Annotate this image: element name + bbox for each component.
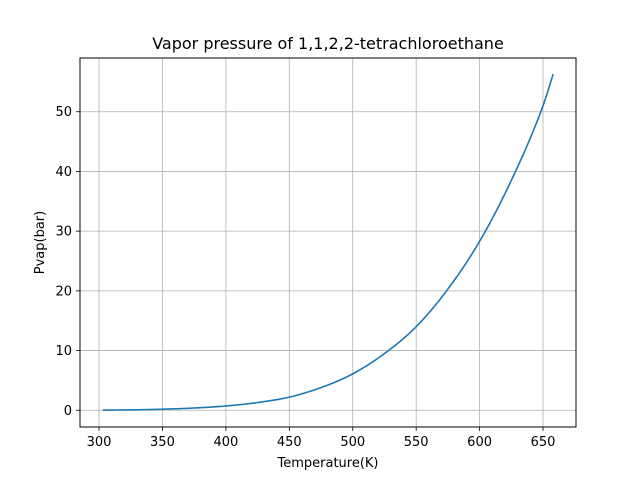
y-tick-label: 0 [64,404,72,419]
grid-lines [80,58,576,427]
y-axis-label: Pvap(bar) [33,211,48,274]
x-tick-label: 450 [277,435,302,450]
y-tick-label: 10 [55,344,72,359]
x-tick-label: 600 [467,435,492,450]
chart-title: Vapor pressure of 1,1,2,2-tetrachloroeth… [152,34,504,53]
y-tick-label: 30 [55,225,72,240]
x-tick-label: 350 [150,435,175,450]
x-tick-label: 650 [531,435,556,450]
x-axis-label: Temperature(K) [276,456,378,471]
x-tick-label: 400 [213,435,238,450]
y-tick-label: 40 [55,165,72,180]
axis-ticks: 300 350 400 450 500 550 600 650 0 10 20 30 40 50 [55,105,555,450]
x-tick-label: 550 [404,435,429,450]
data-series [102,73,554,411]
y-tick-label: 50 [55,105,72,120]
plot-frame [79,57,577,428]
x-tick-label: 500 [340,435,365,450]
x-tick-label: 300 [87,435,112,450]
vapor-pressure-line [102,73,554,411]
y-tick-label: 20 [55,284,72,299]
